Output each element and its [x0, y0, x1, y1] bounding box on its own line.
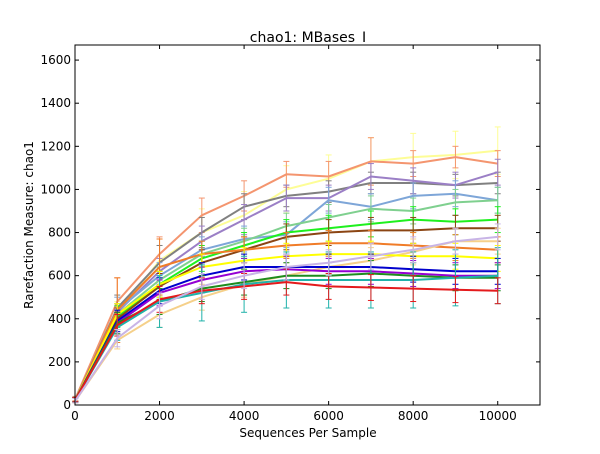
x-tick-label-2: 4000 [229, 409, 260, 423]
series-line-1 [74, 156, 498, 399]
y-tick-label-6: 1200 [40, 139, 71, 153]
y-tick-label-4: 800 [48, 226, 71, 240]
series-line-15 [74, 281, 498, 401]
x-tick-label-5: 10000 [479, 409, 517, 423]
series-line-3 [74, 171, 498, 401]
series-line-16 [74, 235, 498, 402]
y-tick-label-5: 1000 [40, 182, 71, 196]
x-tick-label-3: 6000 [313, 409, 344, 423]
y-tick-label-0: 0 [63, 398, 71, 412]
plot-frame [74, 44, 541, 406]
x-tick-label-0: 0 [71, 409, 79, 423]
y-tick-label-8: 1600 [40, 53, 71, 67]
y-tick-label-2: 400 [48, 312, 71, 326]
chart-title: chao1: MBases_I [250, 30, 366, 46]
plot-area: 0 2000 4000 6000 8000 10000 0 200 400 600 800 1000 1… [40, 44, 541, 423]
y-tick-label-7: 1400 [40, 96, 71, 110]
y-tick-label-3: 600 [48, 269, 71, 283]
y-axis-label: Rarefaction Measure: chao1 [22, 141, 36, 309]
x-tick-label-4: 8000 [398, 409, 429, 423]
x-axis-label: Sequences Per Sample [239, 426, 376, 440]
x-tick-label-1: 2000 [144, 409, 175, 423]
y-tick-label-1: 200 [48, 355, 71, 369]
